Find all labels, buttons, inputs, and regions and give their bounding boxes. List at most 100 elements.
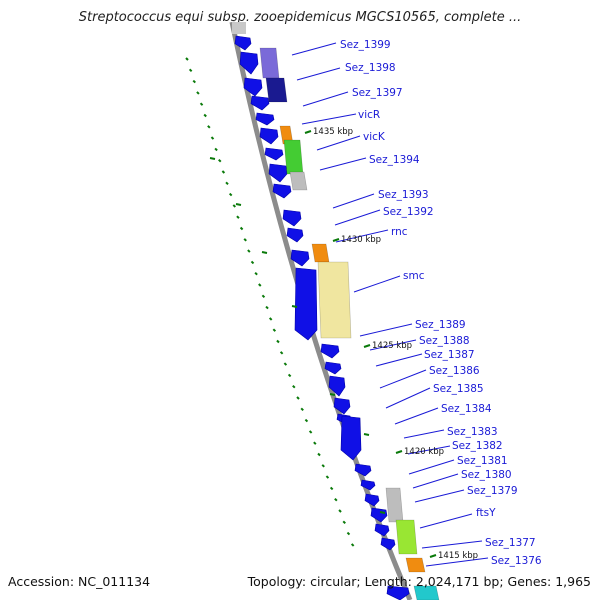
ruler-major-tick <box>379 511 386 514</box>
gene-block-orange-2[interactable] <box>311 243 330 263</box>
gene-arrow-8[interactable] <box>272 183 292 199</box>
ruler-major-tick <box>209 157 216 160</box>
gene-label-sez_1398[interactable]: Sez_1398 <box>345 62 396 74</box>
ruler-tick <box>276 339 280 344</box>
gene-label-vicr[interactable]: vicR <box>358 109 380 121</box>
gene-label-sez_1386[interactable]: Sez_1386 <box>429 365 480 377</box>
kbp-marker-label: 1430 kbp <box>341 235 381 245</box>
ruler-tick <box>247 249 251 253</box>
ruler-tick <box>188 68 193 73</box>
gene-label-sez_1376[interactable]: Sez_1376 <box>491 555 542 567</box>
gene-block-cyan[interactable] <box>413 585 440 600</box>
gene-block-lime[interactable] <box>395 519 418 555</box>
gene-leader-line <box>403 429 445 439</box>
gene-label-sez_1388[interactable]: Sez_1388 <box>419 335 470 347</box>
gene-arrow-19[interactable] <box>354 463 372 477</box>
ruler-tick <box>185 57 189 61</box>
gene-leader-line <box>291 42 337 56</box>
gene-block-top[interactable] <box>232 22 246 34</box>
kbp-tick <box>429 554 437 558</box>
gene-label-sez_1389[interactable]: Sez_1389 <box>415 319 466 331</box>
ruler-tick <box>196 91 200 95</box>
gene-label-sez_1394[interactable]: Sez_1394 <box>369 154 420 166</box>
ruler-tick <box>210 136 215 140</box>
gene-leader-line <box>375 353 423 367</box>
gene-arrow-2[interactable] <box>243 77 263 97</box>
gene-block-grey-1[interactable] <box>289 171 308 191</box>
gene-block-green-1[interactable] <box>283 139 304 175</box>
gene-label-smc[interactable]: smc <box>403 270 425 282</box>
kbp-marker-label: 1435 kbp <box>313 127 353 137</box>
ruler-tick <box>203 113 207 118</box>
ruler-major-tick <box>363 433 370 436</box>
gene-arrow-21[interactable] <box>364 493 380 507</box>
ruler-tick <box>258 283 262 287</box>
gene-label-sez_1399[interactable]: Sez_1399 <box>340 39 391 51</box>
gene-arrow-10[interactable] <box>286 227 304 243</box>
gene-arrow-12[interactable] <box>294 267 318 341</box>
gene-block-orange-3[interactable] <box>405 557 426 573</box>
gene-block-purple[interactable] <box>259 47 280 79</box>
gene-arrow-18[interactable] <box>340 415 362 461</box>
gene-label-sez_1383[interactable]: Sez_1383 <box>447 426 498 438</box>
gene-label-sez_1393[interactable]: Sez_1393 <box>378 189 429 201</box>
topology-label: Topology: circular; Length: 2,024,171 bp… <box>247 574 591 589</box>
ruler-tick <box>296 396 300 400</box>
gene-arrow-13[interactable] <box>320 343 340 359</box>
gene-arrow-22[interactable] <box>370 507 388 523</box>
gene-arrow-0[interactable] <box>234 35 252 51</box>
gene-arrow-20[interactable] <box>360 479 376 491</box>
gene-arrow-5[interactable] <box>259 127 279 145</box>
gene-arrow-25[interactable] <box>386 585 410 600</box>
gene-label-sez_1382[interactable]: Sez_1382 <box>452 440 503 452</box>
kbp-tick <box>395 450 403 454</box>
gene-leader-line <box>301 113 357 125</box>
kbp-marker-label: 1420 kbp <box>404 447 444 457</box>
gene-arrow-23[interactable] <box>374 523 390 537</box>
gene-label-sez_1381[interactable]: Sez_1381 <box>457 455 508 467</box>
gene-arrow-1[interactable] <box>239 51 259 75</box>
gene-label-sez_1387[interactable]: Sez_1387 <box>424 349 475 361</box>
gene-arrow-11[interactable] <box>290 249 310 267</box>
ruler-tick <box>292 384 296 389</box>
gene-label-sez_1384[interactable]: Sez_1384 <box>441 403 492 415</box>
gene-arrow-6[interactable] <box>264 147 284 161</box>
gene-label-sez_1397[interactable]: Sez_1397 <box>352 87 403 99</box>
gene-leader-line <box>319 157 367 171</box>
ruler-tick <box>243 238 247 242</box>
ruler-tick <box>346 531 351 536</box>
gene-label-sez_1377[interactable]: Sez_1377 <box>485 537 536 549</box>
gene-label-sez_1379[interactable]: Sez_1379 <box>467 485 518 497</box>
gene-arrow-3[interactable] <box>250 95 270 111</box>
gene-arrow-16[interactable] <box>333 397 351 415</box>
gene-label-sez_1380[interactable]: Sez_1380 <box>461 469 512 481</box>
ruler-tick <box>304 418 309 423</box>
ruler-tick <box>192 79 196 84</box>
gene-arrow-9[interactable] <box>282 209 302 227</box>
gene-label-rnc[interactable]: rnc <box>391 226 408 238</box>
gene-arrow-4[interactable] <box>255 112 275 126</box>
gene-arrow-7[interactable] <box>268 163 288 183</box>
gene-block-yellow[interactable] <box>317 261 352 339</box>
gene-block-navy[interactable] <box>265 77 288 103</box>
gene-arrow-15[interactable] <box>328 375 346 397</box>
ruler-major-tick <box>291 305 298 308</box>
gene-leader-line <box>412 473 459 489</box>
ruler-major-tick <box>235 203 242 206</box>
kbp-marker-label: 1415 kbp <box>438 551 478 561</box>
ruler-tick <box>207 125 211 129</box>
ruler-tick <box>250 260 255 265</box>
ruler-tick <box>325 475 330 479</box>
gene-arrow-14[interactable] <box>324 361 342 375</box>
ruler-tick <box>239 226 244 231</box>
gene-label-vick[interactable]: vicK <box>363 131 386 143</box>
gene-block-grey-2[interactable] <box>385 487 404 523</box>
gene-label-sez_1392[interactable]: Sez_1392 <box>383 206 434 218</box>
gene-arrow-24[interactable] <box>380 537 396 551</box>
ruler-tick <box>228 192 233 197</box>
gene-label-sez_1385[interactable]: Sez_1385 <box>433 383 484 395</box>
gene-label-ftsy[interactable]: ftsY <box>476 507 496 519</box>
gene-leader-line <box>425 557 489 567</box>
gene-leader-line <box>296 67 341 81</box>
